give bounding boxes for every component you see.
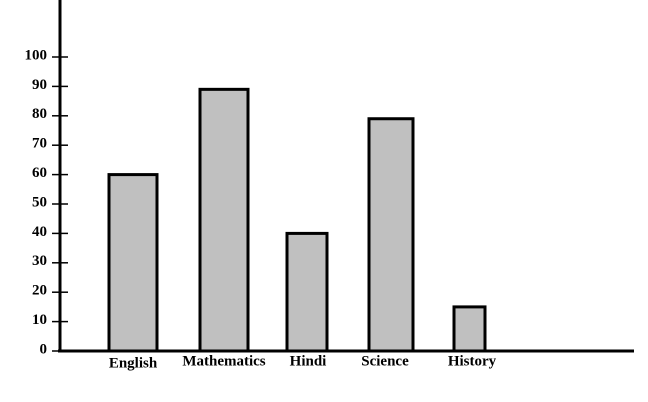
x-tick-label: Hindi bbox=[290, 353, 327, 369]
bar bbox=[285, 231, 329, 353]
y-tick-label: 80 bbox=[32, 106, 47, 122]
y-tick-label: 20 bbox=[32, 283, 47, 299]
x-tick-label: Mathematics bbox=[182, 353, 265, 369]
y-tick-label: 70 bbox=[32, 136, 47, 152]
y-tick-label: 30 bbox=[32, 253, 47, 269]
x-tick-label: History bbox=[448, 353, 497, 369]
y-tick-label: 100 bbox=[25, 47, 48, 63]
y-tick-label: 50 bbox=[32, 194, 47, 210]
y-tick-label: 60 bbox=[32, 165, 47, 181]
y-tick-label: 0 bbox=[40, 341, 48, 357]
bar bbox=[367, 117, 415, 353]
bar bbox=[107, 173, 159, 353]
y-tick-label: 10 bbox=[32, 312, 47, 328]
x-tick-label: English bbox=[109, 355, 158, 371]
x-tick-label: Science bbox=[361, 353, 409, 369]
bar bbox=[452, 305, 487, 353]
y-tick-label: 90 bbox=[32, 77, 47, 93]
bar bbox=[198, 87, 250, 353]
y-tick-label: 40 bbox=[32, 224, 47, 240]
